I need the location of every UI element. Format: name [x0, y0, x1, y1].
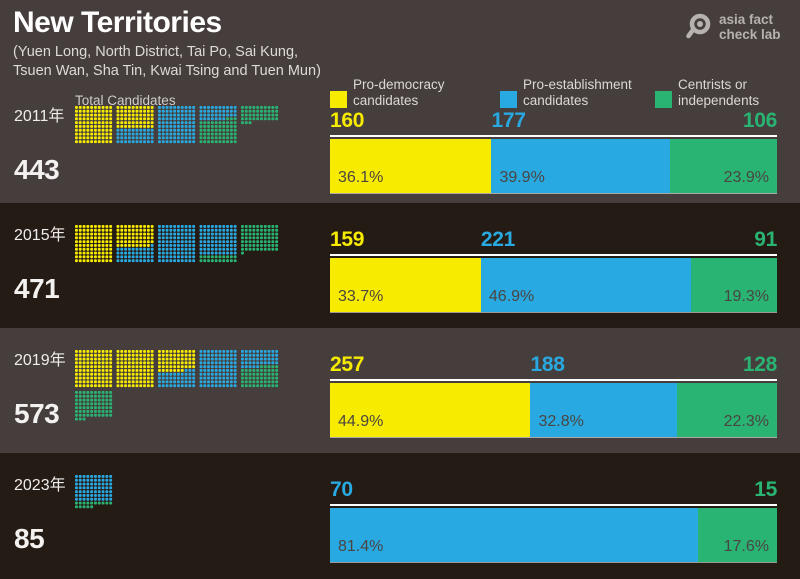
bar-segment-yellow: 36.1% [330, 139, 492, 193]
count-green: 106 [742, 109, 777, 132]
percent-label: 22.3% [723, 413, 769, 430]
count-green: 15 [754, 478, 777, 501]
count-green: 91 [754, 228, 777, 251]
legend-item-pro-establishment: Pro-establishment candidates [500, 77, 632, 109]
legend-swatch-yellow [330, 91, 347, 108]
percent-label: 46.9% [488, 288, 535, 305]
legend-item-centrists: Centrists or independents [655, 77, 759, 109]
percent-label: 17.6% [723, 538, 769, 555]
percent-label: 19.3% [723, 288, 769, 305]
total-candidates: 471 [14, 273, 60, 304]
dot-matrix [75, 475, 113, 509]
total-candidates: 85 [14, 523, 45, 554]
row-2011: 2011年 443 160 177 106 36.1% 39.9% 23.9% [0, 0, 800, 203]
asia-fact-check-lab-logo: asia fact check lab [684, 11, 781, 43]
subtitle-line-2: Tsuen Wan, Sha Tin, Kwai Tsing and Tuen … [13, 62, 321, 79]
total-candidates: 573 [14, 398, 60, 429]
magnifier-icon [686, 13, 711, 39]
count-yellow: 257 [330, 353, 365, 376]
row-band-2023: 2023年 85 70 15 81.4% 17.6% [0, 453, 800, 579]
row-2023: 2023年 85 70 15 81.4% 17.6% [0, 453, 800, 579]
dot-matrix [75, 106, 279, 144]
band-2019: 2019年 573 257 188 128 44.9% 32.8% 22.3% [0, 328, 800, 453]
dot-matrix [75, 350, 279, 421]
percent-label: 32.8% [538, 413, 584, 430]
year-label: 2011年 [14, 108, 65, 125]
band-2015: 2015年 471 159 221 91 33.7% 46.9% 19.3% [0, 203, 800, 328]
percent-label: 36.1% [338, 169, 384, 186]
subtitle: (Yuen Long, North District, Tai Po, Sai … [13, 43, 321, 80]
bar-segment-blue: 81.4% [330, 508, 699, 562]
legend-swatch-green [655, 91, 672, 108]
bar-segment-green: 17.6% [698, 508, 777, 562]
bar-segment-green: 22.3% [677, 383, 777, 437]
bar-segment-blue: 32.8% [530, 383, 678, 437]
page-title: New Territories [13, 6, 222, 39]
segment-counts: 159 221 91 [330, 228, 777, 252]
count-blue: 188 [530, 353, 565, 376]
year-label: 2015年 [14, 227, 66, 244]
bar-segment-blue: 39.9% [491, 139, 671, 193]
bar-segment-green: 23.9% [670, 139, 777, 193]
percent-label: 44.9% [338, 413, 384, 430]
count-blue: 221 [480, 228, 516, 251]
bar-rule [330, 504, 777, 506]
percent-label: 23.9% [723, 169, 769, 186]
subtitle-line-1: (Yuen Long, North District, Tai Po, Sai … [13, 44, 299, 60]
year-label: 2023年 [14, 477, 66, 494]
logo-text: asia fact check lab [719, 12, 781, 42]
row-2015: 2015年 471 159 221 91 33.7% 46.9% 19.3% [0, 203, 800, 328]
legend-item-pro-democracy: Pro-democracy candidates [330, 77, 445, 109]
segment-counts: 257 188 128 [330, 353, 777, 377]
bar-rule [330, 135, 777, 137]
count-blue: 177 [491, 109, 526, 132]
bar-rule [330, 379, 777, 381]
total-candidates: 443 [14, 154, 60, 185]
row-2019: 2019年 573 257 188 128 44.9% 32.8% 22.3% [0, 328, 800, 453]
band-2011: New Territories (Yuen Long, North Distri… [0, 0, 800, 203]
segment-counts: 70 15 [330, 478, 777, 502]
stacked-bar: 33.7% 46.9% 19.3% [330, 258, 777, 312]
bar-segment-green: 19.3% [690, 258, 777, 312]
percent-label: 33.7% [338, 288, 384, 305]
stacked-bar: 44.9% 32.8% 22.3% [330, 383, 777, 437]
count-yellow: 159 [330, 228, 365, 251]
count-yellow: 160 [330, 109, 365, 132]
stacked-bar: 36.1% 39.9% 23.9% [330, 139, 777, 193]
legend-swatch-blue [500, 91, 517, 108]
count-green: 128 [742, 353, 777, 376]
percent-label: 39.9% [499, 169, 545, 186]
bar-segment-blue: 46.9% [480, 258, 691, 312]
count-blue: 70 [330, 478, 353, 501]
bar-segment-yellow: 44.9% [330, 383, 531, 437]
dot-matrix [75, 225, 279, 263]
bar-segment-yellow: 33.7% [330, 258, 481, 312]
bar-rule [330, 254, 777, 256]
stacked-bar: 81.4% 17.6% [330, 508, 777, 562]
segment-counts: 160 177 106 [330, 109, 777, 133]
year-label: 2019年 [14, 352, 66, 369]
total-candidates-header: Total Candidates [75, 93, 176, 108]
percent-label: 81.4% [338, 538, 384, 555]
